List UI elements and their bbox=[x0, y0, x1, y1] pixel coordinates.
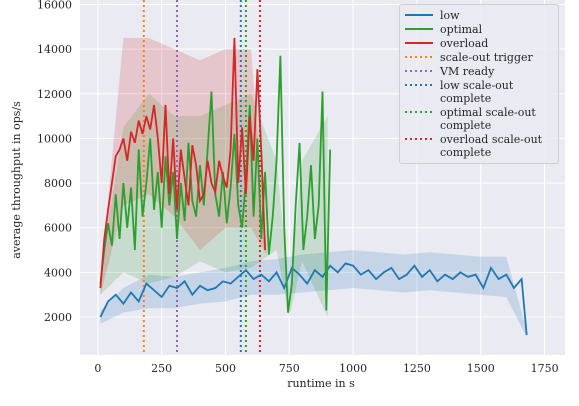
legend-swatch bbox=[405, 42, 433, 44]
y-tick-label: 12000 bbox=[37, 88, 72, 101]
confidence-band bbox=[100, 93, 328, 318]
y-tick-label: 8000 bbox=[44, 177, 72, 190]
y-tick-label: 16000 bbox=[37, 0, 72, 11]
legend-label: overload bbox=[440, 37, 489, 50]
legend-label: optimal bbox=[440, 23, 483, 36]
x-tick-label: 750 bbox=[279, 362, 300, 375]
x-tick-label: 1750 bbox=[531, 362, 559, 375]
x-tick-label: 250 bbox=[151, 362, 172, 375]
series-line bbox=[99, 262, 528, 335]
x-tick-label: 1250 bbox=[403, 362, 431, 375]
legend-label: low scale-out complete bbox=[440, 79, 514, 105]
confidence-band bbox=[100, 250, 527, 338]
legend-label: optimal scale-out complete bbox=[440, 106, 536, 132]
legend-entry: low scale-out complete bbox=[404, 79, 554, 105]
legend-entry: scale-out trigger bbox=[404, 51, 554, 64]
legend: low optimal overload scale-out trigger VM re… bbox=[399, 4, 559, 164]
y-tick-label: 14000 bbox=[37, 43, 72, 56]
series-line bbox=[99, 37, 266, 289]
legend-entry: low bbox=[404, 9, 554, 22]
legend-entry: optimal scale-out complete bbox=[404, 106, 554, 132]
x-tick-label: 500 bbox=[215, 362, 236, 375]
legend-swatch bbox=[405, 84, 433, 86]
legend-entry: overload scale-out complete bbox=[404, 133, 554, 159]
legend-label: scale-out trigger bbox=[440, 51, 533, 64]
x-tick-label: 0 bbox=[94, 362, 101, 375]
legend-label: VM ready bbox=[440, 65, 495, 78]
legend-entry: overload bbox=[404, 37, 554, 50]
x-tick-label: 1500 bbox=[467, 362, 495, 375]
legend-swatch bbox=[405, 56, 433, 58]
y-tick-label: 10000 bbox=[37, 132, 72, 145]
legend-label: overload scale-out complete bbox=[440, 133, 543, 159]
legend-entry: optimal bbox=[404, 23, 554, 36]
legend-entry: VM ready bbox=[404, 65, 554, 78]
y-axis-label: average throughput in ops/s bbox=[10, 101, 23, 259]
legend-swatch bbox=[405, 70, 433, 72]
legend-swatch bbox=[405, 14, 433, 16]
legend-swatch bbox=[405, 111, 433, 113]
y-tick-label: 4000 bbox=[44, 266, 72, 279]
x-axis-label: runtime in s bbox=[287, 377, 355, 390]
x-tick-label: 1000 bbox=[339, 362, 367, 375]
legend-swatch bbox=[405, 138, 433, 140]
y-tick-label: 2000 bbox=[44, 311, 72, 324]
y-tick-label: 6000 bbox=[44, 222, 72, 235]
legend-swatch bbox=[405, 28, 433, 30]
legend-label: low bbox=[440, 9, 460, 22]
